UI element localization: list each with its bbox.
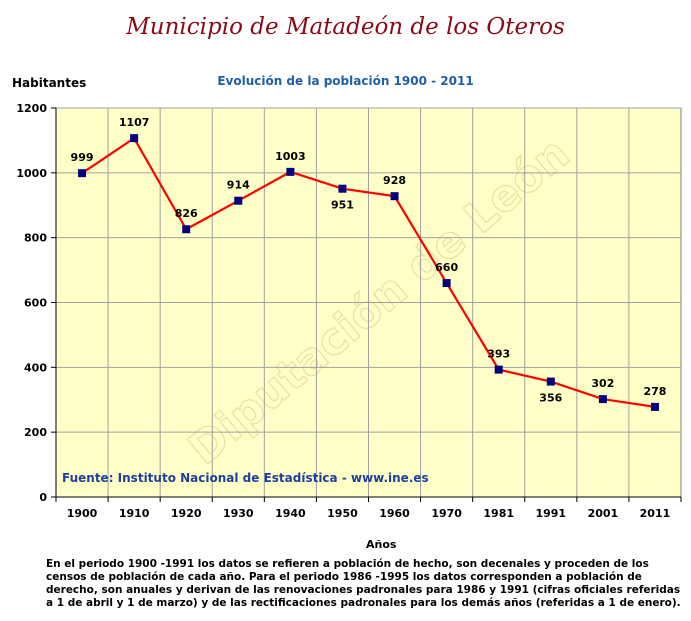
data-point [442, 279, 451, 288]
data-label: 1107 [119, 116, 150, 129]
x-tick-label: 1920 [171, 507, 202, 520]
y-tick-label: 400 [24, 361, 47, 374]
x-tick-label: 2011 [640, 507, 671, 520]
data-label: 999 [71, 151, 94, 164]
footnote: En el periodo 1900 -1991 los datos se re… [46, 558, 681, 609]
data-point [130, 134, 139, 143]
x-tick-label: 1970 [431, 507, 462, 520]
x-tick-label: 1900 [67, 507, 98, 520]
data-label: 356 [539, 392, 562, 405]
data-point [286, 167, 295, 176]
y-axis-title: Habitantes [12, 76, 87, 90]
y-tick-label: 0 [39, 491, 47, 504]
data-label: 278 [643, 385, 666, 398]
x-tick-label: 1930 [223, 507, 254, 520]
page-title: Municipio de Matadeón de los Oteros [126, 14, 565, 40]
x-tick-label: 1981 [483, 507, 514, 520]
data-label: 393 [487, 348, 510, 361]
x-tick-label: 1960 [379, 507, 410, 520]
data-source: Fuente: Instituto Nacional de Estadístic… [62, 471, 429, 485]
data-label: 1003 [275, 150, 306, 163]
data-point [390, 192, 399, 201]
series-line [81, 136, 656, 408]
y-tick-label: 200 [24, 426, 47, 439]
data-point [234, 196, 243, 205]
data-label: 302 [591, 377, 614, 390]
x-tick-label: 1910 [119, 507, 150, 520]
data-point [78, 169, 87, 178]
y-tick-label: 600 [24, 297, 47, 310]
y-tick-label: 1000 [16, 167, 47, 180]
data-label: 826 [175, 207, 198, 220]
data-point [598, 395, 607, 404]
data-point [494, 365, 503, 374]
x-tick-label: 1950 [327, 507, 358, 520]
x-tick-label: 1940 [275, 507, 306, 520]
data-point [650, 402, 659, 411]
data-label: 951 [331, 199, 354, 212]
x-axis-title: Años [366, 538, 397, 551]
x-tick-label: 2001 [588, 507, 619, 520]
chart-title: Evolución de la población 1900 - 2011 [217, 74, 474, 88]
data-point [546, 377, 555, 386]
data-label: 928 [383, 174, 406, 187]
data-label: 660 [435, 261, 458, 274]
y-tick-label: 800 [24, 232, 47, 245]
data-label: 914 [227, 179, 250, 192]
y-tick-label: 1200 [16, 102, 47, 115]
data-point [182, 225, 191, 234]
x-tick-label: 1991 [535, 507, 566, 520]
data-point [338, 184, 347, 193]
